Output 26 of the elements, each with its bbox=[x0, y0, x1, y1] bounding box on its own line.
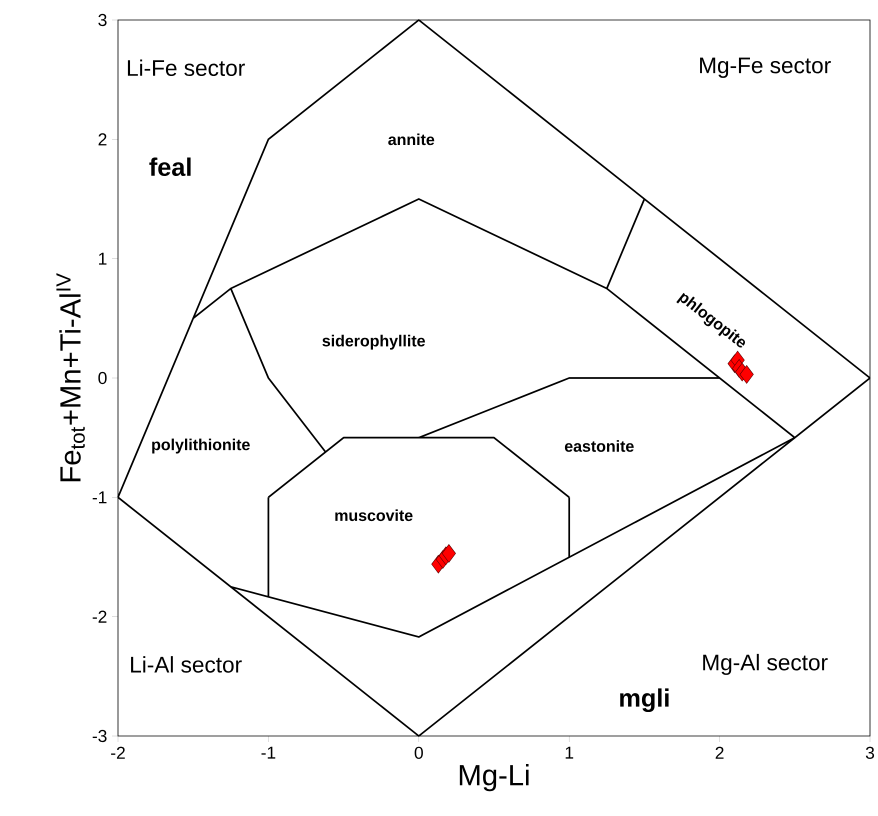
x-tick-label: 3 bbox=[866, 746, 874, 759]
annotation: polylithionite bbox=[152, 438, 250, 454]
x-tick-label: 1 bbox=[566, 746, 574, 759]
annotation: mgli bbox=[620, 688, 669, 712]
annotation: muscovite bbox=[335, 509, 413, 522]
y-tick-label: -3 bbox=[92, 730, 107, 742]
annotation: annite bbox=[388, 133, 434, 146]
y-tick-label: 1 bbox=[99, 252, 106, 265]
annotation: Mg-Al sector bbox=[703, 654, 828, 675]
y-tick-label: 2 bbox=[98, 133, 106, 146]
x-tick-label: 0 bbox=[414, 746, 423, 759]
annotation: Li-Fe sector bbox=[128, 59, 245, 76]
y-tick-label: -1 bbox=[92, 491, 106, 504]
annotation: feal bbox=[149, 158, 191, 176]
annotation: siderophyllite bbox=[322, 334, 425, 350]
x-tick-label: -2 bbox=[111, 746, 125, 759]
y-tick-label: 0 bbox=[98, 372, 107, 384]
annotation: Mg-Fe sector bbox=[700, 58, 831, 78]
y-tick-label: -2 bbox=[92, 610, 106, 623]
x-tick-label: -1 bbox=[261, 746, 276, 759]
annotation: eastonite bbox=[564, 440, 634, 452]
y-tick-label: 3 bbox=[98, 14, 107, 26]
x-tick-label: 2 bbox=[716, 746, 724, 759]
y-axis-title: Fe$_{tot}$+Mn+Ti-Al$^{IV}$ bbox=[56, 273, 85, 482]
annotation: Li-Al sector bbox=[131, 656, 242, 673]
x-axis-title: Mg-Li bbox=[460, 764, 529, 792]
